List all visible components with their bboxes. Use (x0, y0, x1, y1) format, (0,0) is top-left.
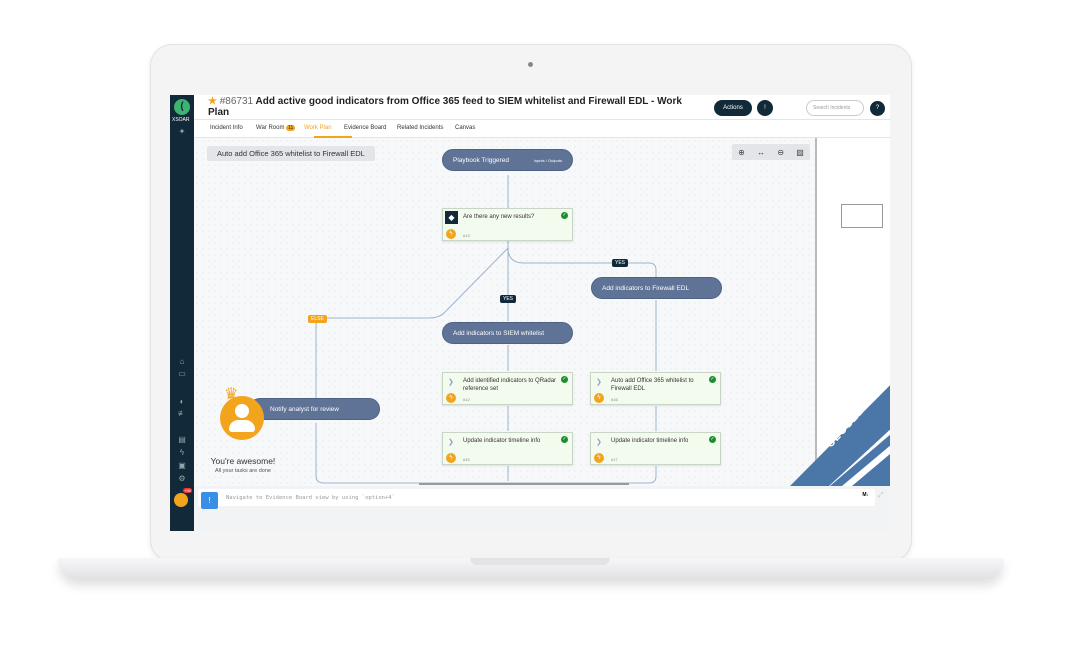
task-id: #15 (463, 457, 470, 462)
tab-related-incidents[interactable]: Related Incidents (397, 125, 444, 131)
alert-icon: ! (201, 492, 218, 509)
count-badge: 11 (286, 125, 296, 131)
left-nav: ( XSOAR ✦ ⌂ ▭ ◐ ≢ ▤ ϟ ▣ ⚙ +99 (170, 95, 194, 531)
cli-input[interactable]: ! Navigate to Evidence Board view by usi… (198, 489, 875, 509)
zoom-in-icon[interactable]: ⊕ (738, 147, 745, 157)
section-firewall-edl[interactable]: Add indicators to Firewall EDL (591, 277, 722, 299)
laptop-notch (470, 558, 610, 565)
section-notify-analyst[interactable]: Notify analyst for review (249, 398, 380, 420)
inputs-outputs-link[interactable]: Inputs / Outputs (533, 158, 562, 163)
pin-icon[interactable]: ✦ (178, 127, 186, 136)
threat-icon[interactable]: ◐ (179, 397, 185, 406)
tab-work-plan[interactable]: Work Plan (304, 125, 332, 131)
task-label: Auto add Office 365 whitelist to Firewal… (611, 378, 694, 392)
chevron-icon: ❯ (596, 379, 602, 386)
bolt-icon: ϟ (594, 393, 604, 403)
dashboard-icon[interactable]: ▭ (178, 369, 186, 378)
header: ★ #86731 Add active good indicators from… (194, 95, 890, 120)
check-icon: ✓ (561, 212, 568, 219)
page-title: ★ #86731 Add active good indicators from… (208, 96, 698, 118)
playbook-name: Auto add Office 365 whitelist to Firewal… (207, 146, 375, 161)
tab-war-room[interactable]: War Room 11 (256, 125, 296, 131)
task-node[interactable]: ❯ Add identified indicators to QRadar re… (442, 372, 573, 405)
awesome-avatar-icon: ♛ (220, 386, 264, 440)
check-icon: ✓ (709, 376, 716, 383)
camera (528, 62, 533, 67)
minimap[interactable] (841, 204, 883, 228)
yes-label: YES (612, 259, 629, 267)
zoom-out-icon[interactable]: ⊖ (777, 147, 785, 157)
chevron-icon: ❯ (448, 379, 454, 386)
playbook-triggered-node[interactable]: Playbook Triggered Inputs / Outputs (442, 149, 573, 171)
incident-title: Add active good indicators from Office 3… (208, 96, 682, 118)
chevron-icon: ❯ (596, 439, 602, 446)
tab-bar: Incident Info War Room 11 Work Plan Evid… (194, 120, 890, 138)
closed-ribbon: CLOSED (760, 355, 890, 515)
check-icon: ✓ (561, 436, 568, 443)
cli-hint: Navigate to Evidence Board view by using… (226, 495, 395, 501)
check-icon: ✓ (709, 436, 716, 443)
logo-text: XSOAR (172, 117, 190, 123)
else-label: ELSE (308, 315, 327, 323)
zoom-toolbar: ⊕ ↔ ⊖ ▨ (732, 144, 810, 160)
task-label: Add identified indicators to QRadar refe… (463, 378, 557, 392)
tasks-done-subtitle: All your tasks are done (215, 468, 271, 474)
task-node[interactable]: ❯ Update indicator timeline info ✓ ϟ #15 (442, 432, 573, 465)
horizontal-scrollbar[interactable] (419, 483, 629, 485)
chevron-icon: ❯ (448, 439, 454, 446)
jobs-icon[interactable]: ▣ (178, 461, 186, 470)
automation-icon[interactable]: ϟ (179, 448, 185, 457)
active-tab-indicator (314, 136, 352, 138)
bolt-icon: ϟ (594, 453, 604, 463)
condition-task[interactable]: ◆ Are there any new results? ✓ ϟ #13 (442, 208, 573, 241)
notification-badge: +99 (183, 488, 192, 493)
tab-evidence-board[interactable]: Evidence Board (344, 125, 387, 131)
app-screen: ( XSOAR ✦ ⌂ ▭ ◐ ≢ ▤ ϟ ▣ ⚙ +99 ★ #86731 A… (170, 95, 890, 531)
section-siem-whitelist[interactable]: Add indicators to SIEM whitelist (442, 322, 573, 344)
cli-bar: ! Navigate to Evidence Board view by usi… (194, 486, 890, 531)
star-icon[interactable]: ★ (208, 96, 217, 107)
playbook-canvas[interactable]: Auto add Office 365 whitelist to Firewal… (194, 138, 815, 486)
settings-icon[interactable]: ⚙ (178, 474, 186, 483)
incident-number: #86731 (219, 96, 254, 107)
bolt-icon: ϟ (446, 453, 456, 463)
playbooks-icon[interactable]: ▤ (178, 435, 186, 444)
expand-icon[interactable]: ⤢ (878, 492, 884, 499)
fit-width-icon[interactable]: ↔ (757, 147, 766, 157)
help-button[interactable]: ? (870, 101, 885, 116)
home-icon[interactable]: ⌂ (179, 357, 185, 366)
check-icon: ✓ (561, 376, 568, 383)
search-input[interactable]: Search Incidents (806, 100, 864, 116)
filter-icon[interactable]: ≢ (178, 409, 186, 418)
task-node[interactable]: ❯ Auto add Office 365 whitelist to Firew… (590, 372, 721, 405)
tab-canvas[interactable]: Canvas (455, 125, 476, 131)
tasks-done-title: You're awesome! (210, 456, 276, 466)
image-icon[interactable]: ▨ (796, 147, 804, 157)
task-node[interactable]: ❯ Update indicator timeline info ✓ ϟ #17 (590, 432, 721, 465)
node-label: Playbook Triggered (453, 157, 510, 164)
task-label: Update indicator timeline info (611, 438, 689, 444)
task-id: #17 (611, 457, 618, 462)
logo-icon: ( (174, 99, 190, 115)
markdown-icon[interactable]: M↓ (862, 492, 869, 498)
user-avatar[interactable] (174, 493, 188, 507)
task-id: #12 (463, 397, 470, 402)
yes-label: YES (500, 295, 517, 303)
task-id: #16 (611, 397, 618, 402)
task-label: Update indicator timeline info (463, 438, 541, 444)
task-label: Are there any new results? (463, 214, 535, 220)
bolt-icon: ϟ (446, 393, 456, 403)
actions-button[interactable]: Actions (714, 100, 752, 116)
task-id: #13 (463, 233, 470, 238)
condition-icon: ◆ (445, 211, 458, 224)
crown-icon: ♛ (224, 386, 239, 403)
laptop-base (58, 558, 1004, 580)
bolt-icon: ϟ (446, 229, 456, 239)
tab-incident-info[interactable]: Incident Info (210, 125, 243, 131)
tasks-done-message: You're awesome! All your tasks are done (198, 456, 288, 474)
tab-label: War Room (256, 125, 285, 131)
more-button[interactable]: ! (757, 100, 773, 116)
